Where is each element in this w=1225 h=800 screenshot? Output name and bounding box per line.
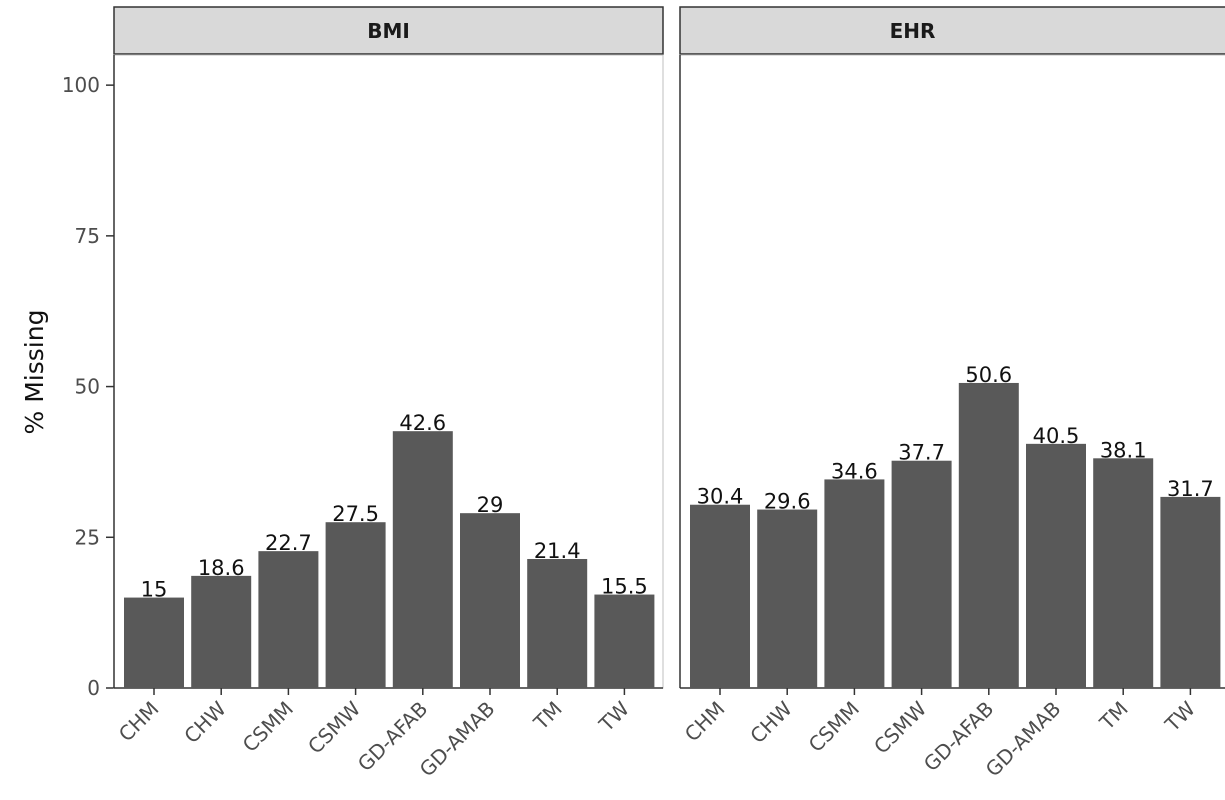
bar-value-label: 50.6: [965, 363, 1012, 387]
bar: [594, 594, 655, 688]
y-tick-label: 50: [75, 375, 100, 399]
bar: [958, 382, 1019, 688]
x-tick-label: CSMW: [303, 696, 365, 758]
facet-panel: EHR30.4CHM29.6CHW34.6CSMM37.7CSMW50.6GD-…: [679, 6, 1225, 781]
bar: [757, 509, 818, 688]
facet-panels: BMI15CHM18.6CHW22.7CSMM27.5CSMW42.6GD-AF…: [113, 6, 1225, 781]
x-tick-label: TM: [1094, 697, 1133, 736]
bar: [325, 522, 386, 688]
bar-value-label: 21.4: [534, 539, 581, 563]
bar: [891, 460, 952, 688]
bar-value-label: 22.7: [265, 531, 312, 555]
facet-strip: [679, 6, 1225, 55]
bar: [460, 513, 520, 688]
bar: [1026, 443, 1086, 688]
bar-value-label: 30.4: [697, 485, 744, 509]
bar-value-label: 31.7: [1167, 477, 1214, 501]
y-tick-label: 25: [75, 525, 100, 549]
x-tick-label: CHM: [114, 697, 164, 747]
x-tick-label: CSMM: [804, 697, 864, 757]
bar: [1093, 458, 1154, 688]
bar: [392, 431, 453, 688]
facet-strip-label: EHR: [890, 19, 936, 43]
bar: [258, 551, 319, 688]
y-axis-title: % Missing: [20, 310, 49, 435]
bar-value-label: 40.5: [1033, 424, 1080, 448]
bar-value-label: 27.5: [332, 502, 379, 526]
x-tick-label: TW: [594, 696, 634, 736]
x-tick-label: CHW: [179, 696, 231, 748]
bar-value-label: 15: [141, 578, 168, 602]
bar: [824, 479, 885, 688]
facet-panel: BMI15CHM18.6CHW22.7CSMM27.5CSMW42.6GD-AF…: [113, 6, 664, 781]
y-tick-label: 75: [75, 224, 100, 248]
x-tick-label: TM: [528, 697, 567, 736]
bar-value-label: 38.1: [1100, 438, 1147, 462]
bar-value-label: 18.6: [198, 556, 245, 580]
bar-value-label: 37.7: [898, 441, 945, 465]
bar-value-label: 29: [477, 493, 504, 517]
y-tick-label: 0: [87, 676, 100, 700]
x-tick-label: CSMM: [238, 697, 298, 757]
bar-value-label: 29.6: [764, 490, 811, 514]
bar: [527, 558, 588, 688]
x-tick-label: TW: [1160, 696, 1200, 736]
facet-strip: [113, 6, 664, 55]
x-tick-label: CSMW: [869, 696, 931, 758]
x-tick-label: CHM: [680, 697, 730, 747]
y-axis: 0 25 50 75 100: [62, 73, 114, 700]
y-tick-label: 100: [62, 73, 100, 97]
bar-value-label: 42.6: [399, 411, 446, 435]
bar: [1160, 496, 1221, 688]
x-tick-label: CHW: [745, 696, 797, 748]
bar: [690, 504, 750, 688]
bar: [124, 597, 184, 688]
bar-value-label: 34.6: [831, 459, 878, 483]
bar-value-label: 15.5: [601, 575, 648, 599]
facet-strip-label: BMI: [367, 19, 410, 43]
bar: [191, 575, 252, 688]
